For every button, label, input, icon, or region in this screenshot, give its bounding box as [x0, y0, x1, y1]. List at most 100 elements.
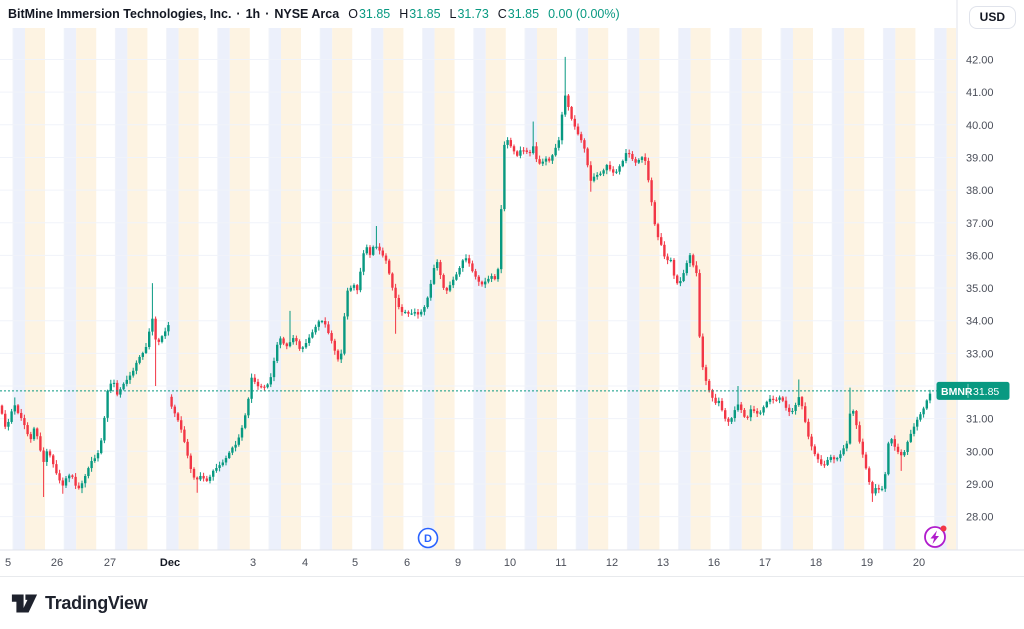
candle [906, 441, 909, 452]
candle [717, 400, 720, 404]
candle [669, 259, 672, 262]
candle [765, 401, 768, 408]
postmarket-stripe [269, 28, 281, 550]
candle [157, 339, 160, 342]
candle [496, 269, 500, 280]
time-axis-label: 11 [555, 557, 566, 569]
candle [384, 255, 388, 261]
candle [368, 247, 372, 255]
candle [64, 478, 68, 486]
volatility-flash-marker[interactable] [924, 525, 947, 548]
candle [282, 338, 285, 344]
candle [308, 337, 311, 344]
candle [250, 377, 253, 399]
dividend-marker[interactable]: D [417, 527, 439, 549]
price-axis-label: 42.00 [966, 55, 994, 67]
candle [39, 436, 42, 451]
candle [484, 281, 487, 285]
candle [279, 338, 282, 345]
price-axis-label: 28.00 [966, 512, 994, 524]
premarket-stripe [434, 28, 455, 550]
lightning-bolt-icon [930, 530, 939, 544]
price-axis-label: 40.00 [966, 120, 994, 132]
candle [752, 409, 756, 412]
price-axis-label: 39.00 [966, 152, 994, 164]
candle [199, 475, 202, 480]
candle [676, 275, 679, 284]
postmarket-stripe [883, 28, 896, 550]
candle [96, 453, 100, 459]
candle [208, 476, 212, 481]
candle [922, 408, 925, 415]
candle [535, 146, 538, 160]
timeframe-label[interactable]: 1h [245, 7, 261, 21]
candle [890, 439, 893, 444]
candle [224, 458, 228, 463]
premarket-stripe [281, 28, 301, 550]
candle [71, 475, 74, 477]
candle [452, 279, 455, 286]
candle [388, 260, 391, 274]
candle [352, 285, 356, 288]
candle [52, 455, 55, 465]
time-axis-label: 18 [810, 557, 822, 569]
candle [775, 399, 778, 401]
candle [10, 411, 13, 422]
candle [701, 336, 704, 368]
candle [272, 360, 276, 378]
postmarket-stripe [166, 28, 179, 550]
candle [301, 347, 304, 349]
candle [916, 419, 919, 427]
postmarket-stripe [115, 28, 128, 550]
candle [154, 318, 157, 340]
candle [832, 457, 836, 460]
candle [176, 413, 180, 421]
candle [394, 287, 397, 298]
candle [855, 411, 858, 426]
time-axis[interactable]: 5 26 27 Dec 3 4 5 6 9 10 11 12 13 16 17 18 19 20 [5, 557, 925, 569]
candle [320, 321, 324, 323]
candle [116, 382, 119, 395]
candle [528, 151, 532, 154]
candle [650, 180, 653, 203]
candle [4, 413, 7, 427]
candle [304, 343, 308, 348]
candle [464, 258, 468, 261]
candle [624, 153, 628, 161]
candle [189, 455, 192, 469]
candle [218, 465, 221, 468]
currency-button[interactable]: USD [968, 6, 1016, 29]
price-axis-label: 38.00 [966, 185, 994, 197]
candle [288, 342, 292, 347]
candle [525, 150, 528, 152]
candle [359, 271, 362, 291]
candle [413, 312, 416, 314]
candle [202, 475, 205, 479]
price-axis-label: 34.00 [966, 316, 994, 328]
current-price-tag[interactable]: BMNR 31.85 [936, 381, 1010, 400]
time-axis-label: 5 [352, 557, 358, 569]
candle [42, 450, 45, 462]
candle [442, 275, 445, 288]
premarket-stripe [76, 28, 97, 550]
candle [589, 165, 592, 181]
candle [647, 160, 650, 181]
candle [791, 410, 794, 413]
postmarket-stripe [13, 28, 25, 550]
tradingview-logo[interactable]: TradingView [11, 593, 148, 614]
session-stripes [13, 28, 956, 550]
price-axis[interactable]: 42.00 41.00 40.00 39.00 38.00 37.00 36.00 35.00… [966, 55, 994, 524]
symbol-legend[interactable]: BitMine Immersion Technologies, Inc. · 1… [8, 7, 620, 21]
price-axis-label: 33.00 [966, 348, 994, 360]
ohlc-open-value: 31.85 [358, 7, 391, 21]
candle [234, 444, 237, 448]
candle [800, 397, 804, 407]
price-axis-label: 30.00 [966, 446, 994, 458]
postmarket-stripe [422, 28, 435, 550]
candle [87, 468, 90, 477]
candle [362, 253, 365, 272]
candle [573, 118, 576, 127]
candle [132, 370, 135, 376]
candle [480, 281, 484, 285]
candle [500, 209, 503, 270]
